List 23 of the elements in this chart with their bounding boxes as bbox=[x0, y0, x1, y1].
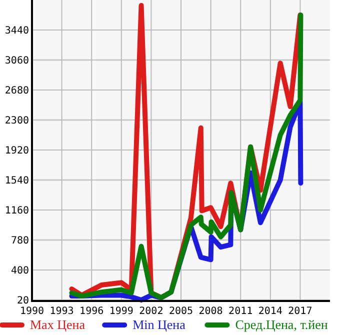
y-tick-label: 1540 bbox=[4, 176, 29, 186]
y-tick-label: 780 bbox=[10, 236, 29, 246]
y-tick-label: 2300 bbox=[4, 116, 29, 126]
x-tick-label: 1990 bbox=[20, 306, 44, 317]
x-tick-label: 2002 bbox=[139, 306, 164, 317]
y-tick-label: 1920 bbox=[4, 146, 29, 156]
x-tick-label: 2017 bbox=[288, 306, 312, 317]
x-tick-label: 2005 bbox=[168, 306, 194, 317]
y-tick-label: 400 bbox=[10, 266, 29, 276]
y-tick-label: 20 bbox=[16, 296, 29, 306]
x-tick-label: 1996 bbox=[80, 306, 104, 317]
x-tick-label: 1993 bbox=[50, 306, 74, 317]
legend-label: Сред.Цена, т.йен bbox=[235, 317, 328, 332]
y-tick-label: 3440 bbox=[4, 26, 29, 36]
y-tick-label: 2680 bbox=[4, 86, 29, 96]
x-tick-label: 2011 bbox=[228, 306, 253, 317]
legend-label: Min Цена bbox=[132, 317, 186, 332]
x-tick-label: 1999 bbox=[109, 306, 134, 317]
x-tick-label: 2008 bbox=[198, 306, 223, 317]
y-tick-label: 1160 bbox=[4, 206, 29, 216]
x-tick-label: 2014 bbox=[258, 306, 282, 317]
legend-label: Max Цена bbox=[30, 317, 86, 332]
y-tick-label: 3060 bbox=[4, 56, 29, 66]
